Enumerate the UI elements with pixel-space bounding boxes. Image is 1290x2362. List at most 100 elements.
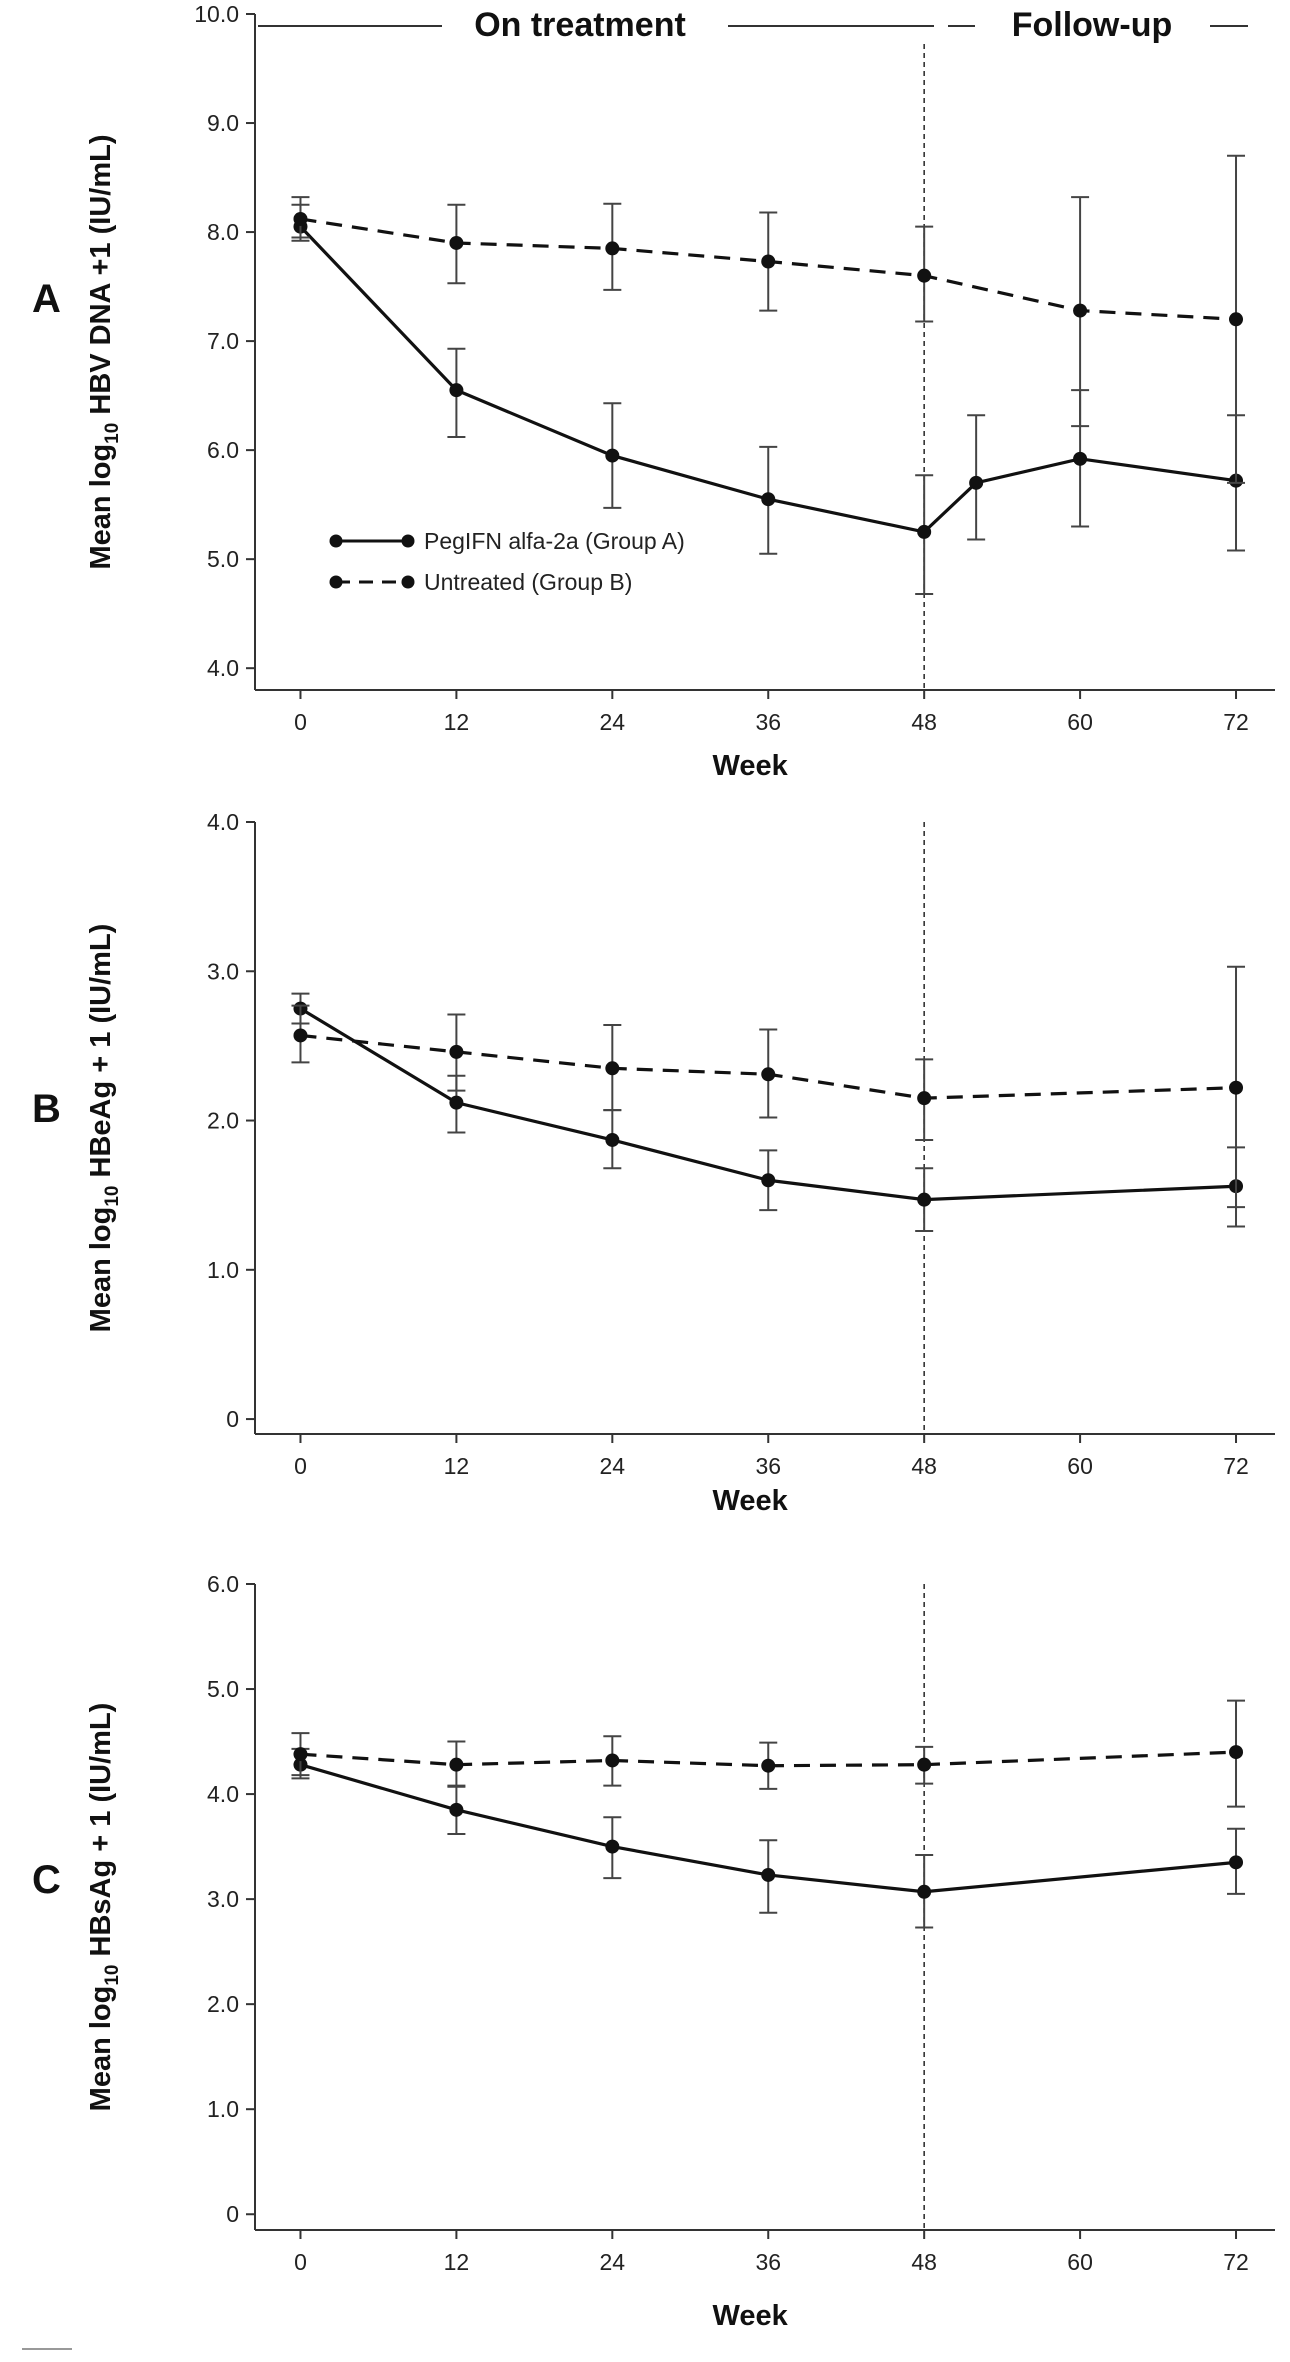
y-tick-label: 5.0 [207, 546, 239, 572]
series-line [299, 1007, 1237, 1202]
x-tick-label: 24 [600, 709, 626, 735]
panel-letter: B [32, 1087, 61, 1131]
data-point [605, 448, 620, 463]
panel-letter: C [32, 1858, 61, 1902]
data-point [761, 1867, 776, 1882]
data-point [1229, 312, 1244, 327]
series-pegifn [291, 1747, 1246, 1929]
panel-letter: A [32, 277, 61, 321]
x-tick-label: 60 [1067, 709, 1093, 735]
data-point [605, 1839, 620, 1854]
legend-marker-a-left [329, 534, 343, 548]
series-untreated [291, 1699, 1246, 1808]
data-point [605, 241, 620, 256]
data-point [449, 235, 464, 250]
data-point [761, 1173, 776, 1188]
y-tick-label: 3.0 [207, 958, 239, 984]
x-axis-label: Week [713, 750, 789, 782]
data-point [761, 254, 776, 269]
x-tick-label: 0 [294, 2249, 307, 2275]
series-untreated [291, 965, 1246, 1209]
data-point [1229, 1745, 1244, 1760]
data-point [449, 1802, 464, 1817]
chart-panel-b: 0 1.0 2.0 3.0 4.0 0 12 24 36 48 60 72 Week Mean log10… [32, 809, 1275, 1517]
y-tick-label: 0 [226, 1406, 239, 1432]
y-tick-label: 1.0 [207, 1257, 239, 1283]
data-point [917, 1091, 932, 1106]
y-tick-label: 4.0 [207, 655, 239, 681]
y-tick-label: 8.0 [207, 219, 239, 245]
follow-up-label: Follow-up [1012, 6, 1173, 44]
y-tick-label: 1.0 [207, 2096, 239, 2122]
data-point [761, 1758, 776, 1773]
data-point [293, 211, 308, 226]
legend-label-b: Untreated (Group B) [424, 569, 632, 595]
data-point [761, 1067, 776, 1082]
data-point [449, 1757, 464, 1772]
data-point [917, 1884, 932, 1899]
phase-header: On treatment Follow-up [258, 6, 1248, 44]
legend-marker-b-right [401, 575, 415, 589]
series-line [300, 1763, 1237, 1894]
data-point [449, 383, 464, 398]
y-tick-label: 9.0 [207, 110, 239, 136]
x-tick-label: 24 [600, 2249, 626, 2275]
data-point [293, 1028, 308, 1043]
data-point [917, 1757, 932, 1772]
data-point [1229, 1080, 1244, 1095]
x-axis-label: Week [713, 1485, 789, 1517]
x-tick-label: 72 [1223, 709, 1249, 735]
data-point [449, 1095, 464, 1110]
data-point [605, 1753, 620, 1768]
data-point [761, 492, 776, 507]
series-line [300, 1750, 1237, 1768]
chart-panel-c: 0 1.0 2.0 3.0 4.0 5.0 6.0 0 12 24 36 48 60 72 Week Mean… [32, 1571, 1275, 2332]
x-tick-label: 12 [444, 709, 470, 735]
data-point [1073, 303, 1088, 318]
x-tick-label: 36 [755, 709, 781, 735]
y-tick-label: 2.0 [207, 1108, 239, 1134]
x-axis-label: Week [713, 2300, 789, 2332]
data-point [917, 268, 932, 283]
x-tick-label: 72 [1223, 2249, 1249, 2275]
y-tick-label: 6.0 [207, 1571, 239, 1597]
x-tick-label: 0 [294, 1453, 307, 1479]
data-point [605, 1132, 620, 1147]
x-tick-label: 48 [911, 709, 937, 735]
x-tick-label: 0 [294, 709, 307, 735]
y-tick-label: 7.0 [207, 328, 239, 354]
series-untreated [291, 154, 1246, 484]
data-point [293, 1747, 308, 1762]
x-tick-label: 12 [444, 2249, 470, 2275]
data-point [1229, 1855, 1244, 1870]
data-point [917, 1192, 932, 1207]
legend-label-a: PegIFN alfa-2a (Group A) [424, 528, 685, 554]
series-line [299, 225, 1237, 534]
legend: PegIFN alfa-2a (Group A) Untreated (Grou… [329, 528, 685, 595]
series-line [300, 1033, 1237, 1100]
x-tick-label: 48 [911, 1453, 937, 1479]
x-tick-label: 60 [1067, 2249, 1093, 2275]
x-tick-label: 48 [911, 2249, 937, 2275]
y-tick-label: 4.0 [207, 1781, 239, 1807]
x-tick-label: 36 [755, 1453, 781, 1479]
y-axis-label: Mean log10 HBsAg + 1 (IU/mL) [85, 1703, 123, 2112]
x-tick-label: 24 [600, 1453, 626, 1479]
y-tick-label: 5.0 [207, 1676, 239, 1702]
data-point [605, 1061, 620, 1076]
on-treatment-label: On treatment [474, 6, 686, 44]
data-point [449, 1044, 464, 1059]
data-point [917, 524, 932, 539]
data-point [969, 475, 984, 490]
y-tick-label: 3.0 [207, 1886, 239, 1912]
y-tick-label: 4.0 [207, 809, 239, 835]
y-tick-label: 2.0 [207, 1991, 239, 2017]
legend-marker-a-right [401, 534, 415, 548]
chart-panel-a: 4.0 5.0 6.0 7.0 8.0 9.0 10.0 0 12 24 36 48 60 72 Week M… [32, 1, 1275, 782]
y-axis-label: Mean log10 HBeAg + 1 (IU/mL) [85, 924, 123, 1333]
panels: 4.0 5.0 6.0 7.0 8.0 9.0 10.0 0 12 24 36 48 60 72 Week M… [32, 1, 1275, 2332]
x-tick-label: 36 [755, 2249, 781, 2275]
x-tick-label: 72 [1223, 1453, 1249, 1479]
y-tick-label: 0 [226, 2201, 239, 2227]
